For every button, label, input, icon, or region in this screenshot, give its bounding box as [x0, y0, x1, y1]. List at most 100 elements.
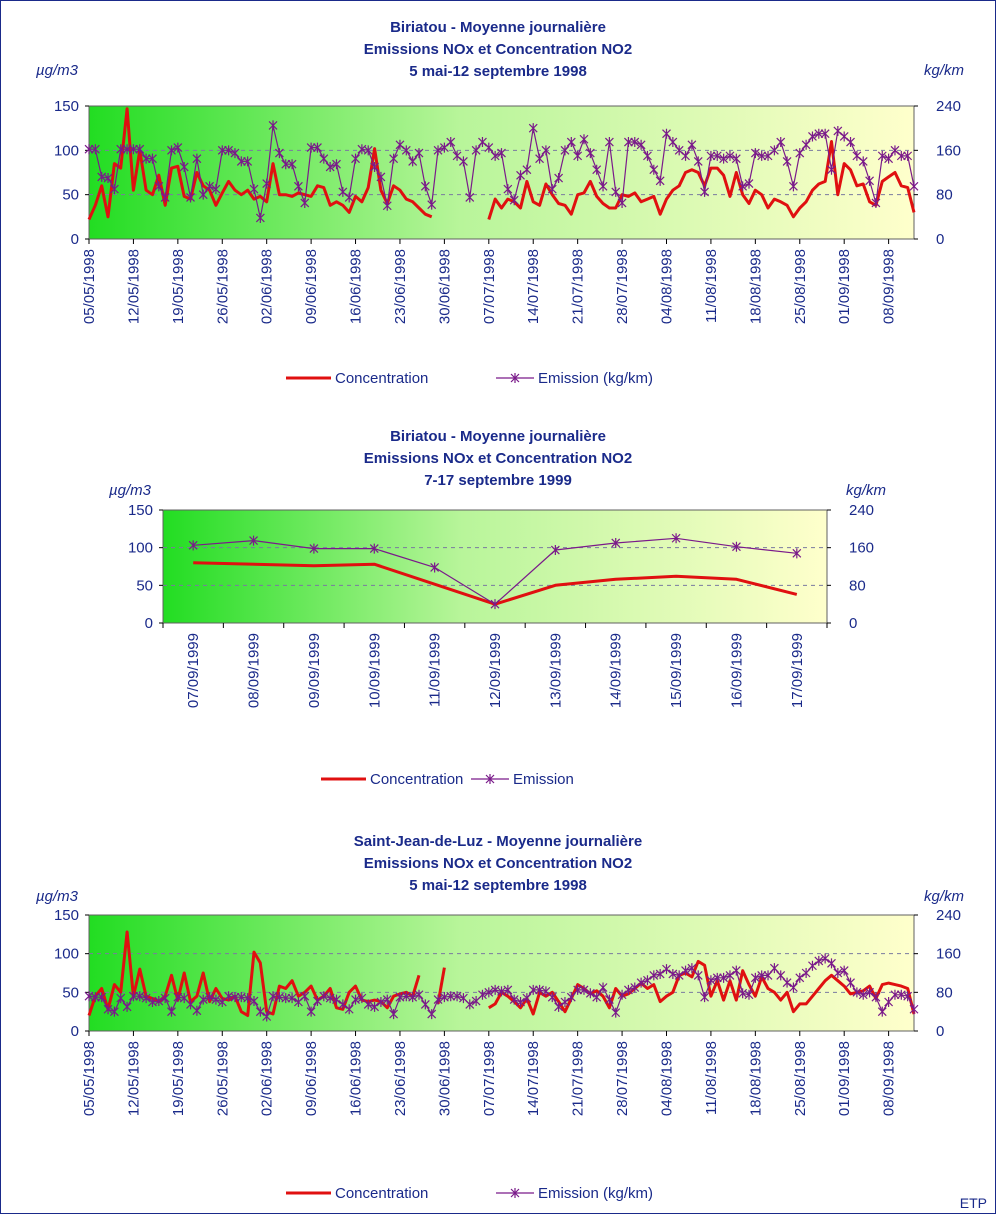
y-tick-label: 0 — [71, 1023, 79, 1040]
data-point — [287, 159, 297, 170]
data-point — [611, 1007, 621, 1018]
data-point — [604, 137, 614, 148]
data-point — [522, 993, 532, 1004]
y2-tick-label: 160 — [936, 946, 961, 963]
data-point — [668, 137, 678, 148]
data-point — [846, 977, 855, 988]
data-point — [325, 161, 335, 172]
x-tick-label: 14/07/1998 — [525, 249, 542, 324]
x-tick-label: 12/05/1998 — [125, 1041, 142, 1116]
data-point — [731, 965, 741, 976]
series-emission — [84, 120, 919, 223]
data-point — [198, 189, 208, 200]
data-point — [871, 992, 881, 1003]
data-point — [103, 173, 113, 184]
x-tick-label: 07/09/1999 — [185, 633, 202, 708]
data-point — [281, 159, 291, 170]
chart-title-line: Saint-Jean-de-Luz - Moyenne journalière — [354, 833, 642, 850]
data-point — [788, 982, 798, 993]
x-tick-label: 08/09/1998 — [881, 1041, 898, 1116]
data-point — [877, 150, 887, 161]
legend-label-concentration: Concentration — [335, 1185, 428, 1202]
x-tick-label: 11/08/1998 — [703, 249, 720, 323]
data-point — [865, 987, 875, 998]
data-point — [293, 181, 303, 192]
data-point — [833, 968, 843, 978]
data-point — [484, 987, 494, 998]
data-point — [427, 1009, 437, 1020]
data-point — [681, 965, 690, 976]
data-point — [744, 989, 754, 1000]
x-tick-label: 13/09/1999 — [547, 633, 564, 708]
data-point — [148, 153, 157, 164]
data-point — [408, 156, 418, 167]
data-point — [465, 192, 475, 203]
y2-tick-label: 240 — [849, 502, 874, 519]
data-point — [792, 548, 802, 559]
data-point — [522, 164, 532, 175]
data-point — [573, 150, 583, 161]
data-point — [268, 120, 278, 131]
y-axis-unit: µg/m3 — [36, 888, 79, 905]
legend: Concentration Emission (kg/km) — [286, 1185, 653, 1202]
data-point — [801, 968, 811, 978]
chart-title-line: 7-17 septembre 1999 — [424, 472, 572, 489]
y2-tick-label: 160 — [849, 540, 874, 557]
data-point — [630, 982, 640, 993]
data-point — [249, 184, 259, 195]
data-point — [598, 982, 608, 993]
data-point — [671, 533, 681, 544]
data-point — [389, 153, 399, 164]
data-point — [192, 153, 202, 164]
data-point — [188, 540, 198, 551]
data-point — [344, 192, 354, 203]
data-point — [516, 997, 525, 1007]
legend: Concentration Emission (kg/km) — [286, 370, 653, 387]
data-point — [769, 145, 779, 156]
data-point — [643, 150, 652, 161]
data-point — [890, 989, 900, 1000]
data-point — [309, 543, 319, 554]
data-point — [300, 991, 310, 1002]
data-point — [579, 134, 589, 145]
data-point — [744, 178, 754, 189]
data-point — [205, 992, 215, 1003]
data-point — [636, 139, 646, 150]
x-tick-label: 30/06/1998 — [436, 1041, 453, 1116]
data-point — [116, 144, 126, 155]
x-tick-label: 23/06/1998 — [392, 249, 409, 324]
data-point — [509, 994, 519, 1005]
data-point — [319, 153, 329, 164]
legend-label-emission: Emission — [513, 771, 574, 788]
data-point — [687, 963, 697, 974]
data-point — [877, 1006, 887, 1017]
x-tick-label: 30/06/1998 — [436, 249, 453, 324]
chart-2: Biriatou - Moyenne journalière Emissions … — [109, 428, 886, 788]
y-tick-label: 150 — [54, 98, 79, 115]
data-point — [706, 150, 716, 161]
data-point — [332, 994, 341, 1005]
data-point — [376, 997, 386, 1007]
data-point — [160, 993, 170, 1004]
data-point — [858, 989, 868, 1000]
y2-axis-unit: kg/km — [924, 62, 964, 79]
x-tick-label: 04/08/1998 — [659, 249, 676, 324]
plot-area — [88, 105, 915, 240]
data-point — [319, 991, 329, 1002]
data-point — [401, 145, 411, 156]
data-point — [497, 148, 506, 159]
chart-title-line: 5 mai-12 septembre 1998 — [409, 877, 587, 894]
series-emission — [188, 533, 802, 610]
data-point — [262, 178, 272, 189]
x-tick-label: 09/06/1998 — [303, 249, 320, 324]
data-point — [560, 145, 570, 156]
series-line — [193, 561, 798, 606]
data-point — [484, 142, 494, 153]
data-point — [858, 156, 868, 167]
data-point — [909, 1004, 919, 1015]
data-point — [617, 197, 627, 208]
data-point — [852, 987, 862, 998]
data-point — [655, 968, 665, 979]
data-point — [173, 142, 183, 153]
data-point — [211, 184, 221, 195]
